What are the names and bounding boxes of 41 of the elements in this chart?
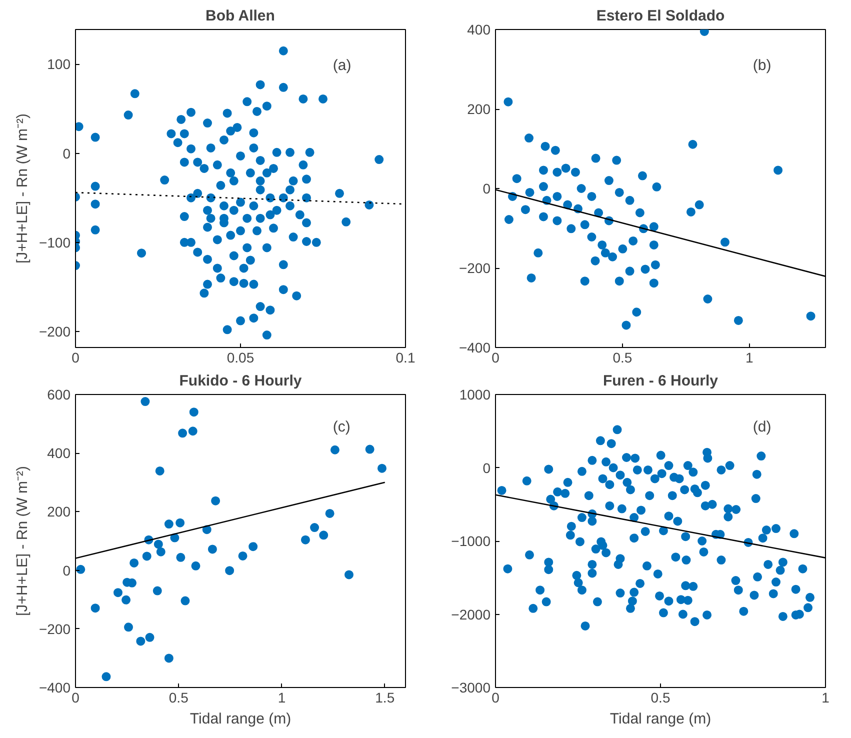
- y-tick-label: 1000: [459, 386, 491, 402]
- x-tick-label: 0.05: [226, 350, 254, 366]
- y-tick-label: 400: [47, 445, 71, 462]
- y-tick-label: −100: [38, 234, 71, 250]
- annotation: (c): [332, 418, 350, 436]
- y-tick-label: −3000: [451, 680, 491, 696]
- y-axis-title: [J+H+LE] - Rn (W m⁻²): [14, 113, 31, 264]
- x-tick-label: 1.5: [375, 690, 395, 706]
- y-tick-label: −200: [38, 620, 71, 637]
- chart-title: Fukido - 6 Hourly: [179, 372, 302, 390]
- x-tick-label: 1: [745, 350, 754, 366]
- x-tick-label: 0.5: [612, 350, 632, 366]
- x-axis-title: Tidal range (m): [610, 710, 712, 728]
- x-axis-title: Tidal range (m): [190, 710, 292, 728]
- y-tick-label: 0: [62, 562, 71, 578]
- annotation: (b): [752, 57, 772, 74]
- annotation: (a): [332, 57, 352, 74]
- y-tick-label: −400: [458, 340, 491, 356]
- y-tick-label: 200: [467, 101, 491, 117]
- y-axis-title: [J+H+LE] - Rn (W m⁻²): [14, 466, 31, 616]
- y-tick-label: 200: [47, 504, 71, 520]
- chart-title: Furen - 6 Hourly: [602, 372, 719, 390]
- x-tick-label: 0.5: [650, 690, 670, 706]
- y-tick-label: 600: [47, 386, 71, 402]
- y-tick-label: 0: [62, 145, 71, 162]
- y-tick-label: 0: [482, 180, 491, 196]
- chart-title: Bob Allen: [206, 8, 275, 24]
- y-tick-label: −400: [38, 680, 71, 696]
- y-tick-label: −2000: [451, 606, 491, 622]
- x-tick-label: 0.5: [168, 690, 189, 706]
- y-tick-label: −200: [458, 260, 491, 276]
- x-tick-label: 0.1: [396, 350, 416, 366]
- annotation: (d): [752, 418, 772, 436]
- y-tick-label: −1000: [451, 533, 491, 549]
- chart-title: Estero El Soldado: [596, 8, 725, 24]
- y-tick-label: 400: [467, 22, 491, 38]
- y-tick-label: −200: [38, 323, 71, 340]
- y-tick-label: 0: [482, 460, 491, 476]
- x-tick-label: 1: [822, 690, 830, 706]
- x-tick-label: 1: [278, 690, 286, 706]
- y-tick-label: 100: [47, 56, 71, 72]
